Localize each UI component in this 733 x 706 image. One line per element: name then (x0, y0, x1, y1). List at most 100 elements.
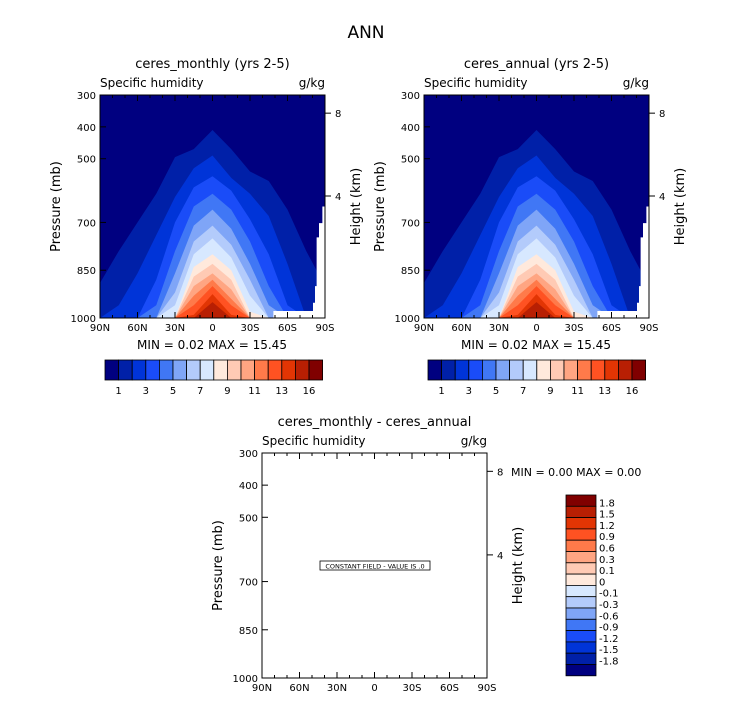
constant-field-text: CONSTANT FIELD - VALUE IS .0 (325, 563, 424, 571)
y-tick-label: 300 (77, 91, 96, 102)
right-string: g/kg (299, 76, 325, 90)
colorbar-box (536, 359, 551, 381)
colorbar-box (308, 359, 324, 381)
colorbar-box (427, 359, 443, 381)
colorbar-label: 7 (197, 386, 203, 397)
colorbar-label: 0.6 (599, 544, 615, 555)
x-tick-label: 30S (402, 683, 421, 694)
right-string: g/kg (461, 434, 487, 448)
right-tick-label: 8 (659, 109, 665, 120)
colorbar-label: 0 (599, 577, 605, 588)
y-tick-label: 850 (401, 266, 420, 277)
colorbar-box (441, 359, 456, 381)
y-tick-label: 400 (77, 123, 96, 134)
colorbar-label: 3 (143, 386, 149, 397)
x-tick-label: 60N (451, 323, 471, 334)
colorbar-box (590, 359, 606, 381)
colorbar-label: 16 (303, 386, 316, 397)
x-tick-label: 90S (477, 683, 496, 694)
x-tick-label: 60N (127, 323, 147, 334)
colorbar-label: 0.9 (599, 532, 615, 543)
colorbar-label: 9 (224, 386, 230, 397)
colorbar-box (565, 505, 597, 518)
constant-field-box (319, 560, 431, 571)
panel-1: ceres_annual (yrs 2-5) Specific humidity g… (373, 57, 688, 397)
colorbar-box (565, 630, 597, 643)
x-tick-label: 60S (278, 323, 297, 334)
colorbar-label: -0.3 (599, 600, 619, 611)
colorbar-label: 7 (520, 386, 526, 397)
colorbar-label: 16 (626, 386, 639, 397)
x-tick-label: 90N (252, 683, 272, 694)
colorbar-label: 5 (493, 386, 499, 397)
x-tick-label: 30N (489, 323, 509, 334)
x-tick-label: 90S (315, 323, 334, 334)
colorbar-box (254, 359, 269, 381)
colorbar-label: 13 (598, 386, 611, 397)
colorbar-box (509, 359, 524, 381)
x-tick-label: 30S (240, 323, 259, 334)
colorbar-box (468, 359, 483, 381)
colorbar-box (186, 359, 201, 381)
y-tick-label: 850 (77, 266, 96, 277)
colorbar-label: 0.3 (599, 555, 615, 566)
colorbar-box (618, 359, 633, 381)
colorbar-label: -1.2 (599, 634, 619, 645)
y-axis-right-label: Height (km) (673, 168, 688, 245)
colorbar-label: 9 (547, 386, 553, 397)
x-tick-label: 90N (414, 323, 434, 334)
y-tick-label: 1000 (395, 314, 420, 325)
colorbar-box (565, 596, 597, 609)
colorbar-box (481, 359, 497, 381)
colorbar-label: 11 (248, 386, 261, 397)
y-tick-label: 700 (77, 218, 96, 229)
y-tick-label: 700 (401, 218, 420, 229)
colorbar-box (294, 359, 310, 381)
colorbar-box (565, 551, 597, 564)
y-tick-label: 500 (239, 513, 258, 524)
y-tick-label: 400 (239, 481, 258, 492)
colorbar-box (631, 359, 647, 381)
y-axis-label: Pressure (mb) (211, 520, 226, 611)
colorbar-box (104, 359, 120, 381)
x-tick-label: 60S (602, 323, 621, 334)
min-max-text: MIN = 0.02 MAX = 15.45 (137, 338, 287, 352)
left-string: Specific humidity (262, 434, 366, 448)
x-tick-label: 0 (209, 323, 215, 334)
colorbar-box (240, 359, 256, 381)
colorbar-label: 3 (466, 386, 472, 397)
panel-2: ceres_monthly - ceres_annual Specific hum… (211, 415, 641, 694)
min-max-text: MIN = 0.02 MAX = 15.45 (461, 338, 611, 352)
right-string: g/kg (623, 76, 649, 90)
colorbar-box (267, 359, 283, 381)
y-axis-label: Pressure (mb) (373, 161, 388, 252)
right-tick-label: 8 (497, 467, 503, 478)
colorbar-box (550, 359, 565, 381)
y-tick-label: 700 (239, 578, 258, 589)
y-tick-label: 1000 (233, 674, 258, 685)
main-title: ANN (347, 23, 384, 43)
colorbar-box (565, 573, 597, 586)
min-max-text: MIN = 0.00 MAX = 0.00 (511, 466, 641, 479)
y-tick-label: 1000 (71, 314, 96, 325)
colorbar-label: 5 (170, 386, 176, 397)
colorbar-box (565, 494, 597, 507)
colorbar-label: 1.5 (599, 510, 615, 521)
left-string: Specific humidity (424, 76, 528, 90)
x-tick-label: 60N (289, 683, 309, 694)
contour-fill-level-14 (424, 302, 649, 318)
colorbar-box (281, 359, 296, 381)
colorbar-label: 11 (571, 386, 584, 397)
x-tick-label: 30S (564, 323, 583, 334)
x-tick-label: 90S (639, 323, 658, 334)
colorbar-box (158, 359, 174, 381)
colorbar-label: 1.2 (599, 521, 615, 532)
colorbar-label: -0.6 (599, 611, 619, 622)
left-string: Specific humidity (100, 76, 204, 90)
colorbar-box (172, 359, 188, 381)
colorbar-label: 1.8 (599, 498, 615, 509)
x-tick-label: 0 (371, 683, 377, 694)
y-tick-label: 300 (239, 449, 258, 460)
right-tick-label: 4 (659, 192, 665, 203)
